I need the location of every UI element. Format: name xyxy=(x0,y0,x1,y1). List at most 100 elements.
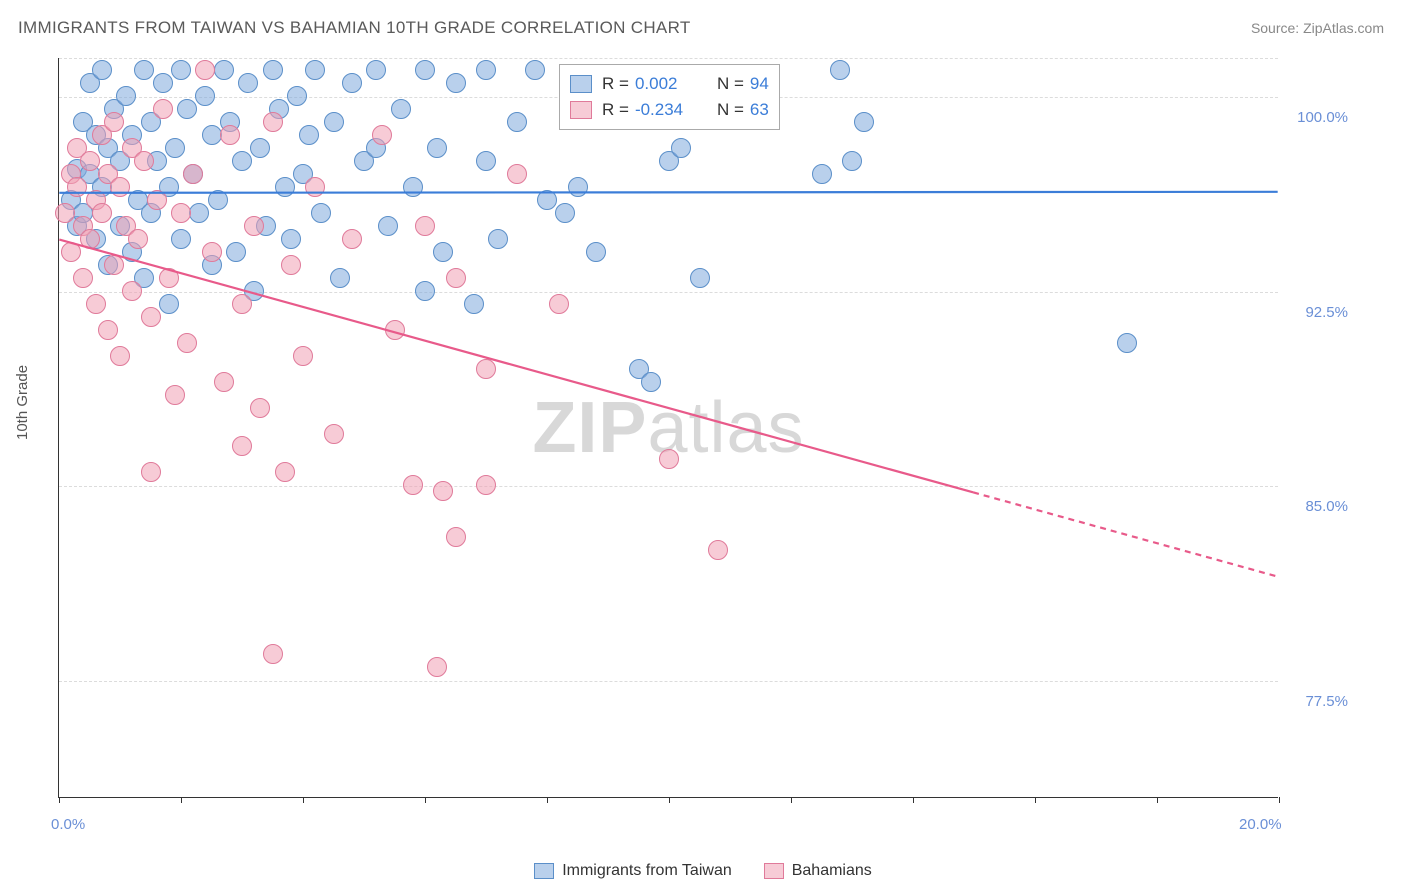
scatter-point-bahamian xyxy=(433,481,453,501)
scatter-point-taiwan xyxy=(366,60,386,80)
bottom-legend-label: Immigrants from Taiwan xyxy=(562,862,732,880)
scatter-point-bahamian xyxy=(232,294,252,314)
bottom-legend-label: Bahamians xyxy=(792,862,872,880)
scatter-point-taiwan xyxy=(415,60,435,80)
scatter-point-taiwan xyxy=(488,229,508,249)
scatter-point-bahamian xyxy=(67,177,87,197)
stats-legend: R =0.002N =94R =-0.234N =63 xyxy=(559,64,780,130)
x-tick xyxy=(669,797,670,803)
legend-swatch-icon xyxy=(534,863,554,879)
scatter-point-taiwan xyxy=(1117,333,1137,353)
x-tick xyxy=(303,797,304,803)
scatter-point-taiwan xyxy=(134,60,154,80)
scatter-point-bahamian xyxy=(507,164,527,184)
scatter-point-taiwan xyxy=(281,229,301,249)
scatter-point-taiwan xyxy=(208,190,228,210)
scatter-point-bahamian xyxy=(549,294,569,314)
y-axis-label: 10th Grade xyxy=(14,365,31,440)
scatter-point-bahamian xyxy=(232,436,252,456)
scatter-point-bahamian xyxy=(98,320,118,340)
scatter-point-bahamian xyxy=(159,268,179,288)
stats-n-value: 63 xyxy=(750,100,769,120)
legend-swatch-icon xyxy=(764,863,784,879)
scatter-point-bahamian xyxy=(110,177,130,197)
grid-line xyxy=(59,681,1278,682)
scatter-point-bahamian xyxy=(214,372,234,392)
x-tick xyxy=(547,797,548,803)
scatter-point-bahamian xyxy=(104,112,124,132)
scatter-point-bahamian xyxy=(86,294,106,314)
scatter-point-taiwan xyxy=(690,268,710,288)
scatter-point-taiwan xyxy=(92,60,112,80)
scatter-point-taiwan xyxy=(153,73,173,93)
x-tick xyxy=(425,797,426,803)
plot-area: ZIPatlas R =0.002N =94R =-0.234N =63 77.… xyxy=(58,58,1278,798)
scatter-point-bahamian xyxy=(141,462,161,482)
scatter-point-taiwan xyxy=(232,151,252,171)
scatter-point-taiwan xyxy=(568,177,588,197)
scatter-point-bahamian xyxy=(342,229,362,249)
scatter-point-bahamian xyxy=(324,424,344,444)
scatter-point-bahamian xyxy=(153,99,173,119)
stats-legend-row: R =0.002N =94 xyxy=(570,71,769,97)
scatter-point-taiwan xyxy=(195,86,215,106)
legend-swatch-icon xyxy=(570,75,592,93)
scatter-point-bahamian xyxy=(275,462,295,482)
scatter-point-bahamian xyxy=(165,385,185,405)
scatter-point-bahamian xyxy=(250,398,270,418)
scatter-point-bahamian xyxy=(177,333,197,353)
scatter-point-bahamian xyxy=(476,359,496,379)
scatter-point-taiwan xyxy=(446,73,466,93)
scatter-point-bahamian xyxy=(372,125,392,145)
scatter-point-taiwan xyxy=(464,294,484,314)
scatter-point-taiwan xyxy=(189,203,209,223)
scatter-point-bahamian xyxy=(73,268,93,288)
stats-n-label: N = xyxy=(717,74,744,94)
scatter-point-bahamian xyxy=(403,475,423,495)
scatter-point-bahamian xyxy=(104,255,124,275)
scatter-point-bahamian xyxy=(263,112,283,132)
scatter-point-taiwan xyxy=(842,151,862,171)
scatter-point-bahamian xyxy=(61,242,81,262)
x-tick xyxy=(1157,797,1158,803)
x-tick xyxy=(59,797,60,803)
scatter-point-taiwan xyxy=(177,99,197,119)
scatter-point-bahamian xyxy=(141,307,161,327)
scatter-point-taiwan xyxy=(641,372,661,392)
scatter-point-bahamian xyxy=(415,216,435,236)
scatter-point-taiwan xyxy=(671,138,691,158)
stats-r-label: R = xyxy=(602,100,629,120)
scatter-point-taiwan xyxy=(171,229,191,249)
scatter-point-taiwan xyxy=(586,242,606,262)
x-tick-label: 20.0% xyxy=(1239,816,1282,833)
grid-line xyxy=(59,292,1278,293)
x-tick xyxy=(1035,797,1036,803)
scatter-point-bahamian xyxy=(708,540,728,560)
scatter-point-taiwan xyxy=(171,60,191,80)
scatter-point-taiwan xyxy=(476,151,496,171)
scatter-point-bahamian xyxy=(183,164,203,184)
y-tick-label: 92.5% xyxy=(1305,304,1348,321)
scatter-point-bahamian xyxy=(80,151,100,171)
stats-legend-row: R =-0.234N =63 xyxy=(570,97,769,123)
scatter-point-taiwan xyxy=(299,125,319,145)
scatter-point-bahamian xyxy=(147,190,167,210)
scatter-point-bahamian xyxy=(446,527,466,547)
scatter-point-taiwan xyxy=(263,60,283,80)
scatter-point-bahamian xyxy=(195,60,215,80)
scatter-point-bahamian xyxy=(110,346,130,366)
scatter-point-bahamian xyxy=(92,203,112,223)
scatter-point-taiwan xyxy=(250,138,270,158)
stats-r-label: R = xyxy=(602,74,629,94)
scatter-point-taiwan xyxy=(433,242,453,262)
scatter-point-taiwan xyxy=(476,60,496,80)
scatter-point-taiwan xyxy=(238,73,258,93)
scatter-point-taiwan xyxy=(403,177,423,197)
scatter-point-taiwan xyxy=(427,138,447,158)
chart-container: IMMIGRANTS FROM TAIWAN VS BAHAMIAN 10TH … xyxy=(0,0,1406,892)
scatter-point-taiwan xyxy=(854,112,874,132)
scatter-point-bahamian xyxy=(281,255,301,275)
scatter-point-bahamian xyxy=(220,125,240,145)
scatter-point-bahamian xyxy=(171,203,191,223)
scatter-point-taiwan xyxy=(214,60,234,80)
